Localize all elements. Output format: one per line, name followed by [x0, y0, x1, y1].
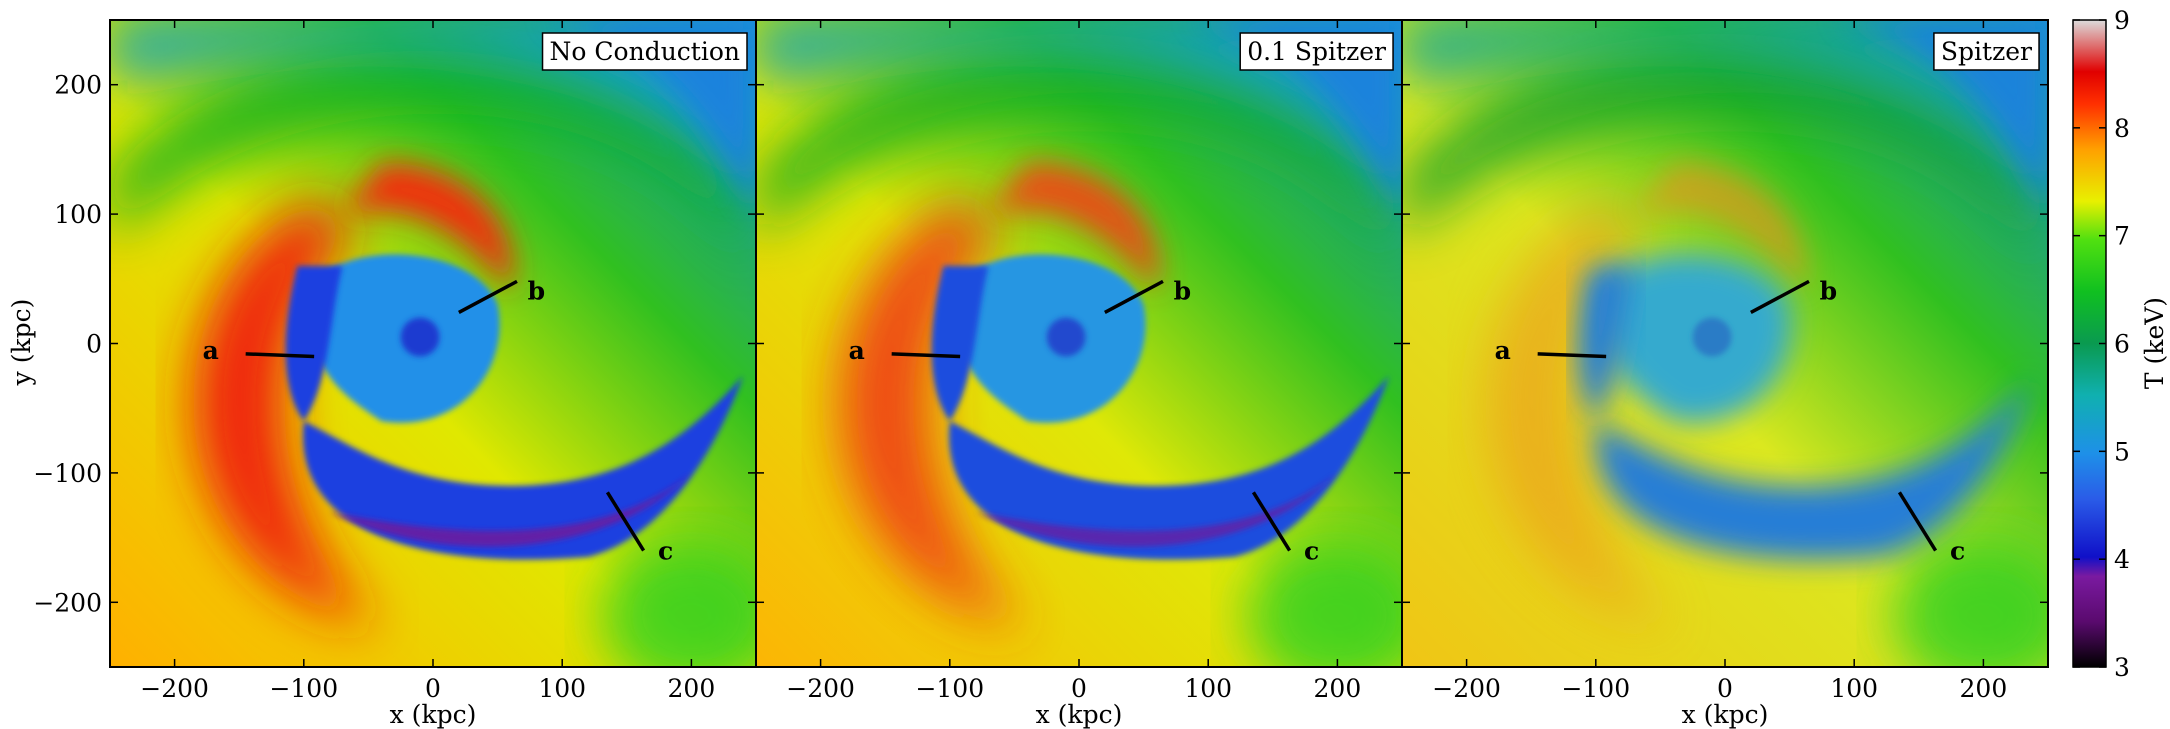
panel-2: a b c 0.1 Spitzer −200 −100 0 100 200 x (kpc) [755, 19, 1403, 729]
temperature-map [1402, 20, 2048, 667]
x-axis-label: x (kpc) [390, 700, 477, 729]
x-tick-label: −200 [1432, 674, 1501, 703]
panels-group: a b c No Conduction −200 −100 0 100 200 −200 −100 0… [33, 19, 2049, 729]
x-tick-label: 0 [1717, 674, 1733, 703]
marker-line-b [458, 279, 518, 314]
marker-label-c: c [1950, 537, 1965, 566]
panel-3: a b c Spitzer −200 −100 0 100 200 x (kpc) [1401, 19, 2049, 729]
panel-title-box [1933, 32, 2040, 71]
x-tick-label: 200 [1960, 674, 2008, 703]
panel-title: Spitzer [1941, 37, 2032, 66]
marker-line-a [1537, 352, 1607, 359]
marker-label-c: c [1304, 537, 1319, 566]
panel-title: 0.1 Spitzer [1247, 37, 1386, 66]
marker-label-a: a [849, 336, 865, 365]
x-axis-label: x (kpc) [1036, 700, 1123, 729]
panel-title-box [541, 32, 748, 71]
colorbar-tick-label: 6 [2114, 330, 2130, 359]
marker-line-c [605, 491, 646, 552]
marker-label-b: b [1820, 276, 1837, 305]
x-axis-label: x (kpc) [1682, 700, 1769, 729]
y-tick-label: −100 [33, 459, 102, 488]
x-tick-label: 100 [1184, 674, 1232, 703]
colorbar: 3 4 5 6 7 8 9 T (keV) [2072, 6, 2169, 682]
colorbar-tick-label: 9 [2114, 6, 2130, 35]
marker-line-c [1251, 491, 1292, 552]
marker-line-b [1750, 279, 1810, 314]
x-tick-label: −100 [1561, 674, 1630, 703]
marker-label-a: a [203, 336, 219, 365]
x-tick-label: 100 [1830, 674, 1878, 703]
colorbar-tick-label: 7 [2114, 222, 2130, 251]
marker-line-a [245, 352, 315, 359]
marker-label-a: a [1495, 336, 1511, 365]
colorbar-tick-label: 3 [2114, 653, 2130, 682]
x-tick-label: −200 [786, 674, 855, 703]
y-tick-label: 0 [86, 330, 102, 359]
x-tick-label: −100 [915, 674, 984, 703]
y-tick-label: −200 [33, 588, 102, 617]
y-tick-label: 100 [54, 200, 102, 229]
y-axis-label: y (kpc) [7, 299, 36, 387]
y-tick-label: 200 [54, 71, 102, 100]
panel-title: No Conduction [550, 37, 740, 66]
colorbar-label: T (keV) [2140, 297, 2169, 389]
marker-line-c [1897, 491, 1938, 552]
panel-title-box [1239, 32, 1394, 71]
colorbar-tick-label: 8 [2114, 114, 2130, 143]
x-tick-label: 100 [538, 674, 586, 703]
x-tick-label: 200 [1314, 674, 1362, 703]
marker-line-a [891, 352, 961, 359]
x-tick-label: 0 [1071, 674, 1087, 703]
x-tick-label: −200 [140, 674, 209, 703]
marker-label-b: b [1174, 276, 1191, 305]
colorbar-tick-label: 5 [2114, 437, 2130, 466]
colorbar-ticks: 3 4 5 6 7 8 9 [2073, 6, 2130, 682]
marker-label-b: b [528, 276, 545, 305]
x-tick-label: 200 [668, 674, 716, 703]
x-tick-label: 0 [425, 674, 441, 703]
panel-1: a b c No Conduction −200 −100 0 100 200 −200 −100 0… [33, 19, 757, 729]
colorbar-tick-label: 4 [2114, 545, 2130, 574]
marker-label-c: c [658, 537, 673, 566]
marker-line-b [1104, 279, 1164, 314]
temperature-map [110, 20, 756, 667]
x-tick-label: −100 [269, 674, 338, 703]
